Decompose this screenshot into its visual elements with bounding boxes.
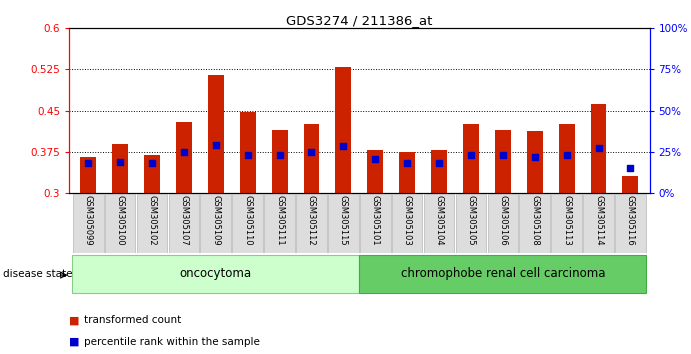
Point (498, 152, 509, 157)
FancyBboxPatch shape (615, 194, 645, 252)
Bar (335, 67, 351, 193)
Bar (176, 122, 192, 193)
Point (593, 145, 604, 151)
Bar (144, 154, 160, 193)
Bar (399, 152, 415, 193)
Point (83, 160, 94, 166)
FancyBboxPatch shape (488, 194, 518, 252)
FancyBboxPatch shape (359, 255, 646, 293)
Text: percentile rank within the sample: percentile rank within the sample (84, 337, 261, 347)
Bar (80, 157, 96, 193)
Bar (463, 124, 479, 193)
Point (625, 165, 636, 171)
FancyBboxPatch shape (455, 194, 486, 252)
Text: ■: ■ (69, 337, 79, 347)
FancyBboxPatch shape (264, 194, 295, 252)
Point (115, 159, 126, 165)
Text: chromophobe renal cell carcinoma: chromophobe renal cell carcinoma (401, 267, 605, 280)
Text: GSM305113: GSM305113 (562, 195, 571, 245)
FancyBboxPatch shape (137, 194, 167, 252)
FancyBboxPatch shape (551, 194, 582, 252)
Bar (368, 150, 384, 193)
Bar (112, 143, 128, 193)
Bar (591, 104, 607, 193)
FancyBboxPatch shape (424, 194, 455, 252)
Text: GSM305116: GSM305116 (626, 195, 635, 245)
Point (370, 156, 381, 162)
Text: ■: ■ (69, 315, 79, 325)
Text: disease state: disease state (3, 269, 73, 279)
Text: GSM305114: GSM305114 (594, 195, 603, 245)
Text: GSM305101: GSM305101 (371, 195, 380, 245)
Bar (272, 130, 287, 193)
Point (178, 149, 189, 155)
Point (146, 160, 158, 166)
Bar (558, 124, 575, 193)
Text: GSM305115: GSM305115 (339, 195, 348, 245)
FancyBboxPatch shape (583, 194, 614, 252)
Title: GDS3274 / 211386_at: GDS3274 / 211386_at (286, 14, 433, 27)
Point (338, 143, 349, 149)
FancyBboxPatch shape (360, 194, 390, 252)
FancyBboxPatch shape (73, 194, 104, 252)
Text: GSM305102: GSM305102 (147, 195, 157, 245)
Text: oncocytoma: oncocytoma (180, 267, 252, 280)
Point (529, 154, 540, 160)
Bar (240, 112, 256, 193)
Point (242, 152, 253, 157)
Point (561, 152, 572, 157)
Text: GSM305106: GSM305106 (498, 195, 507, 245)
Point (466, 152, 477, 157)
Text: GSM305112: GSM305112 (307, 195, 316, 245)
Point (306, 149, 317, 155)
Text: transformed count: transformed count (84, 315, 182, 325)
FancyBboxPatch shape (73, 255, 359, 293)
Bar (208, 75, 224, 193)
Bar (623, 176, 638, 193)
Point (210, 142, 221, 148)
FancyBboxPatch shape (520, 194, 550, 252)
Point (433, 160, 444, 166)
Point (274, 152, 285, 157)
Text: GSM305104: GSM305104 (435, 195, 444, 245)
Bar (431, 150, 447, 193)
Text: GSM305103: GSM305103 (403, 195, 412, 245)
FancyBboxPatch shape (105, 194, 135, 252)
FancyBboxPatch shape (296, 194, 327, 252)
FancyBboxPatch shape (232, 194, 263, 252)
Text: GSM305107: GSM305107 (180, 195, 189, 245)
Point (401, 160, 413, 166)
FancyBboxPatch shape (200, 194, 231, 252)
Text: GSM305111: GSM305111 (275, 195, 284, 245)
Text: GSM305110: GSM305110 (243, 195, 252, 245)
Bar (495, 130, 511, 193)
Text: GSM305105: GSM305105 (466, 195, 475, 245)
Text: GSM305099: GSM305099 (84, 195, 93, 245)
FancyBboxPatch shape (392, 194, 422, 252)
Text: GSM305109: GSM305109 (211, 195, 220, 245)
Text: GSM305100: GSM305100 (115, 195, 124, 245)
FancyBboxPatch shape (169, 194, 199, 252)
Bar (303, 124, 319, 193)
FancyBboxPatch shape (328, 194, 359, 252)
Text: GSM305108: GSM305108 (530, 195, 539, 245)
Bar (527, 131, 542, 193)
